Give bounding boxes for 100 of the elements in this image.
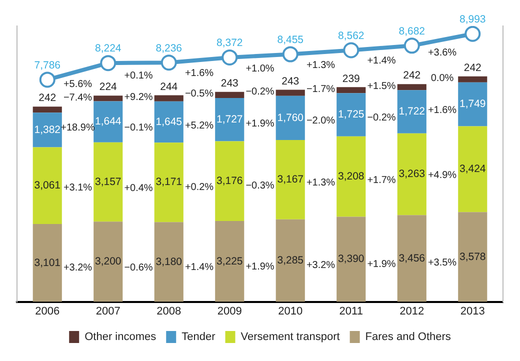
annotation: +0.1% xyxy=(124,70,153,82)
point xyxy=(464,26,481,42)
annotation: −2.0% xyxy=(306,115,336,126)
point xyxy=(404,38,420,54)
data-label: 3,225 xyxy=(216,255,243,268)
bar xyxy=(336,136,366,217)
data-label: 3,061 xyxy=(34,180,61,192)
legend-label: Other incomes xyxy=(84,331,157,344)
bar xyxy=(94,142,123,222)
bar xyxy=(397,215,426,302)
data-label: 1,760 xyxy=(277,112,304,124)
data-label: 3,208 xyxy=(338,170,364,182)
data-label: 3,167 xyxy=(277,174,304,186)
data-label: 1,749 xyxy=(459,98,486,110)
annotation: −1.7% xyxy=(306,84,336,95)
annotation: +1.5% xyxy=(367,80,396,92)
x-tick-label: 2013 xyxy=(460,305,485,318)
point xyxy=(343,42,360,58)
data-label: 8,455 xyxy=(277,34,304,46)
annotation: +1.3% xyxy=(306,60,336,72)
bar xyxy=(458,212,488,302)
data-label: 244 xyxy=(160,80,178,93)
legend-label: Fares and Others xyxy=(365,331,452,344)
bar xyxy=(276,140,305,220)
data-label: 3,263 xyxy=(398,168,426,180)
legend-label: Tender xyxy=(182,331,216,344)
annotation: +9.2% xyxy=(124,92,153,103)
data-label: 8,372 xyxy=(216,37,243,50)
bar xyxy=(397,84,426,90)
bar xyxy=(94,222,123,302)
annotation: −0.6% xyxy=(124,262,153,274)
annotation: +1.6% xyxy=(184,68,214,79)
data-label: 3,176 xyxy=(216,175,243,188)
annotation: +1.3% xyxy=(306,177,336,188)
annotation: +5.6% xyxy=(63,79,92,90)
data-label: 3,157 xyxy=(94,176,122,188)
bar xyxy=(32,224,62,302)
annotation: −0.2% xyxy=(246,86,274,98)
bar xyxy=(397,133,426,216)
bar xyxy=(32,112,62,148)
annotation: +1.0% xyxy=(246,64,274,75)
bar xyxy=(32,106,62,113)
data-label: 1,644 xyxy=(94,116,122,128)
bar xyxy=(215,98,244,142)
data-label: 3,180 xyxy=(156,256,182,268)
data-label: 8,562 xyxy=(338,30,364,42)
point xyxy=(100,55,116,72)
bar xyxy=(276,96,305,140)
x-tick-label: 2010 xyxy=(278,305,303,318)
data-label: 3,456 xyxy=(398,252,426,264)
data-label: 3,424 xyxy=(459,163,486,176)
data-label: 3,578 xyxy=(459,250,486,263)
data-label: 242 xyxy=(38,92,56,104)
bar xyxy=(94,96,123,102)
annotation: −0.1% xyxy=(124,122,153,134)
data-label: 1,722 xyxy=(398,106,426,118)
point xyxy=(39,72,56,88)
data-label: 3,390 xyxy=(338,253,364,266)
annotation: −7.4% xyxy=(63,92,92,104)
bar xyxy=(276,219,305,302)
data-label: 224 xyxy=(99,81,118,94)
annotation: −0.3% xyxy=(246,180,274,192)
data-label: 239 xyxy=(342,72,360,85)
annotation: +1.4% xyxy=(367,56,396,67)
annotation: −0.2% xyxy=(367,112,396,124)
x-tick-label: 2006 xyxy=(35,305,60,318)
data-label: 243 xyxy=(282,75,300,88)
bar xyxy=(215,220,244,302)
data-label: 3,171 xyxy=(156,176,182,188)
bar xyxy=(154,222,184,302)
annotation: +3.2% xyxy=(63,262,92,274)
data-label: 7,786 xyxy=(34,59,61,72)
annotation: −0.5% xyxy=(184,88,214,100)
data-label: 8,682 xyxy=(398,25,426,38)
bar xyxy=(458,76,488,82)
annotation: +1.7% xyxy=(367,174,396,186)
annotation: +1.9% xyxy=(367,259,396,270)
annotation: +1.9% xyxy=(246,118,274,130)
bar xyxy=(458,126,488,212)
point xyxy=(282,46,298,62)
data-label: 8,224 xyxy=(94,42,122,55)
annotation: +1.6% xyxy=(428,105,457,116)
data-label: 242 xyxy=(403,70,421,82)
annotation: +5.2% xyxy=(184,120,214,132)
data-label: 242 xyxy=(464,62,482,74)
annotation: +0.2% xyxy=(184,182,214,193)
data-label: 8,993 xyxy=(459,14,486,26)
data-label: 3,101 xyxy=(34,256,61,269)
bar xyxy=(215,141,244,221)
bar xyxy=(336,87,366,94)
data-label: 3,200 xyxy=(94,256,122,268)
annotation: +3.5% xyxy=(428,258,457,269)
bar xyxy=(94,101,123,142)
x-tick-label: 2008 xyxy=(156,305,182,318)
data-label: 243 xyxy=(220,78,239,90)
data-label: 1,382 xyxy=(34,124,61,136)
bar xyxy=(154,95,184,102)
point xyxy=(160,54,177,71)
annotation: 0.0% xyxy=(430,73,454,84)
annotation: +3.1% xyxy=(63,182,92,194)
